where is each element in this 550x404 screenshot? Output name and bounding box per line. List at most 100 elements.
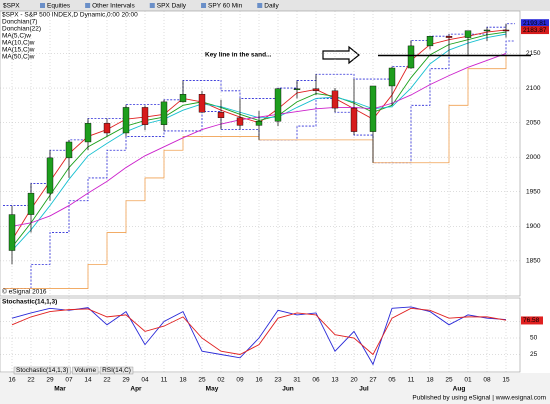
candle-body: [331, 90, 339, 109]
legend-entry: Donchian(22): [2, 26, 41, 33]
x-tick-label: 04: [141, 377, 149, 384]
x-tick-label: 25: [198, 377, 206, 384]
price-tag: 2193.81: [523, 20, 547, 27]
x-tick-label: 22: [103, 377, 111, 384]
price-panel: [0, 10, 521, 297]
y-tick-label: 2150: [526, 50, 541, 57]
candle-body: [407, 45, 415, 69]
month-label: Apr: [130, 386, 142, 393]
x-tick-label: 01: [464, 377, 472, 384]
candle-body: [84, 123, 92, 143]
candle-body: [27, 192, 35, 215]
x-tick-label: 22: [27, 377, 35, 384]
chart-title: $SPX - S&P 500 INDEX,D Dynamic,0:00 20:0…: [2, 12, 138, 19]
x-tick-label: 18: [179, 377, 187, 384]
legend-entry: MA(50,C)w: [2, 54, 35, 61]
candle-body: [46, 157, 54, 194]
toolbar-item[interactable]: Daily: [264, 3, 279, 10]
candle-body: [274, 88, 282, 122]
candle-body: [502, 29, 510, 32]
x-tick-label: 16: [8, 377, 16, 384]
x-tick-label: 27: [369, 377, 377, 384]
candle-body: [179, 94, 187, 103]
x-tick-label: 06: [312, 377, 320, 384]
y-tick-label: 25: [530, 351, 538, 358]
candle-body: [255, 121, 263, 126]
price-tag-box: [521, 19, 549, 28]
candle-body: [388, 67, 396, 87]
axis-band: [0, 373, 550, 404]
candle-body: [369, 85, 377, 132]
month-label: May: [206, 386, 219, 393]
x-tick-label: 16: [255, 377, 263, 384]
candle-body: [65, 141, 73, 159]
candle-body: [464, 30, 472, 38]
toolbar-item[interactable]: SPY 60 Min: [208, 3, 243, 10]
y-tick-label: 1850: [526, 258, 541, 265]
x-tick-label: 29: [46, 377, 54, 384]
x-tick-label: 31: [293, 377, 301, 384]
panel-title: Stochastic(14,1,3): [2, 299, 57, 306]
x-tick-label: 15: [502, 377, 510, 384]
published-note: Published by using eSignal | www.esignal…: [412, 395, 546, 402]
candle-body: [217, 112, 225, 118]
candle-body: [445, 35, 453, 38]
candle-body: [312, 88, 320, 92]
x-tick-label: 20: [350, 377, 358, 384]
toolbar-icon: [40, 3, 45, 8]
toolbar-icon: [201, 3, 207, 8]
y-tick-label: 2000: [526, 154, 541, 161]
candle-body: [350, 107, 358, 132]
x-tick-label: 25: [445, 377, 453, 384]
x-tick-label: 02: [217, 377, 225, 384]
tab-label[interactable]: RSI(14,C): [102, 367, 131, 374]
candle-body: [293, 88, 301, 90]
x-tick-label: 18: [426, 377, 434, 384]
candle-body: [426, 35, 434, 47]
toolbar-item[interactable]: SPX Daily: [157, 3, 187, 10]
price-tag: 2183.87: [523, 27, 547, 34]
toolbar-icon: [257, 3, 263, 8]
x-tick-label: 08: [483, 377, 491, 384]
y-tick-label: 2100: [526, 85, 541, 92]
stochastic-panel: [0, 297, 521, 373]
tab-label[interactable]: Stochastic(14,1,3): [16, 367, 68, 374]
tab-label[interactable]: Volume: [74, 367, 96, 374]
price-tag-box: [521, 26, 549, 35]
legend-entry: MA(10,C)w: [2, 40, 35, 47]
toolbar: [0, 0, 550, 11]
candle-body: [483, 29, 491, 32]
stochastic-line: [11, 307, 507, 356]
toolbar-item[interactable]: Other Intervals: [92, 3, 135, 10]
x-tick-label: 05: [388, 377, 396, 384]
tab[interactable]: [13, 366, 71, 375]
x-tick-label: 07: [65, 377, 73, 384]
month-label: Jun: [282, 386, 294, 393]
candle-body: [141, 107, 149, 125]
tab[interactable]: [99, 366, 134, 375]
candle-body: [236, 117, 244, 126]
candle-body: [103, 123, 111, 134]
annotation-text: Key line in the sand...: [205, 52, 272, 59]
legend-entry: MA(5,C)w: [2, 33, 31, 40]
toolbar-icon: [149, 3, 155, 8]
x-tick-label: 09: [236, 377, 244, 384]
x-tick-label: 14: [84, 377, 92, 384]
x-tick-label: 13: [331, 377, 339, 384]
candle-body: [122, 107, 130, 134]
toolbar-item[interactable]: Equities: [47, 3, 71, 10]
x-tick-label: 23: [274, 377, 282, 384]
tab[interactable]: [72, 366, 99, 375]
value-tag: 76.58: [523, 317, 540, 324]
x-tick-label: 11: [161, 377, 168, 384]
candle-body: [198, 94, 206, 113]
y-tick-label: 2050: [526, 119, 541, 126]
toolbar-symbol: $SPX: [3, 3, 20, 10]
toolbar-icon: [85, 3, 91, 8]
y-tick-label: 1950: [526, 188, 541, 195]
y-tick-label: 50: [530, 335, 538, 342]
month-label: Mar: [54, 386, 66, 393]
month-label: Jul: [359, 386, 369, 393]
month-label: Aug: [453, 386, 466, 393]
